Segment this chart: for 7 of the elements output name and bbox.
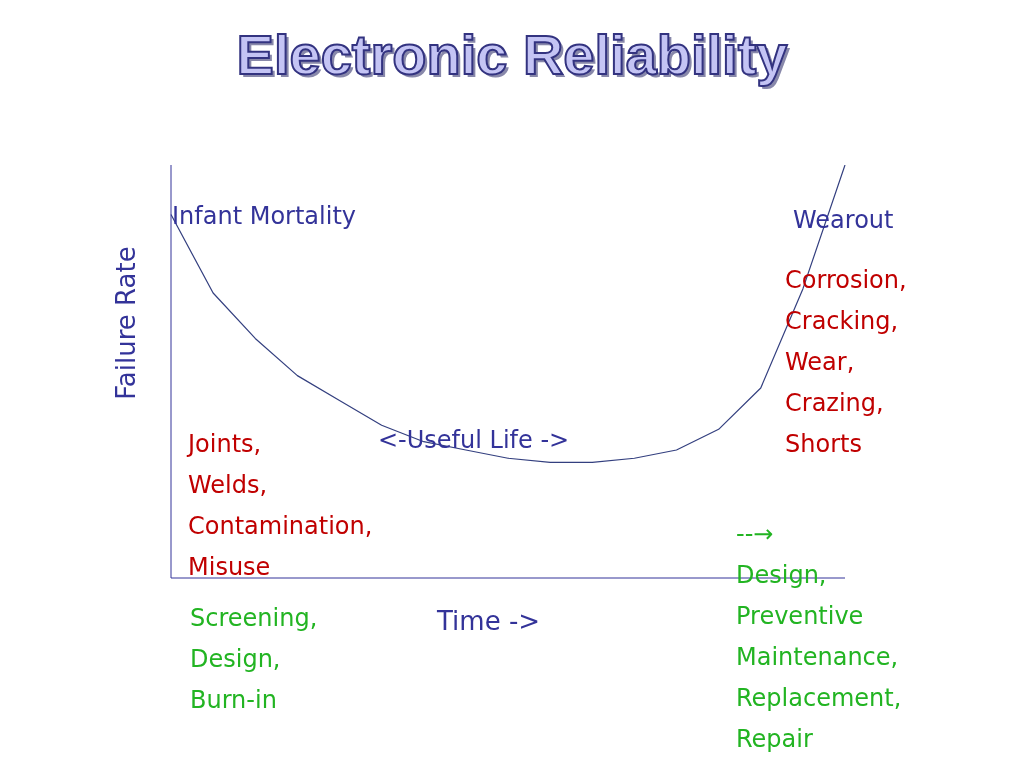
annotation: --→ Design, Preventive Maintenance, Replacement, Repair	[736, 519, 902, 755]
text: Screening, Design, Burn-in	[190, 603, 318, 716]
x-axis-title: Time ->	[437, 606, 541, 636]
annotation: Infant Mortality	[172, 201, 357, 232]
chart-title: Electronic Reliability	[235, 22, 789, 87]
y-axis-title: Failure Rate	[111, 246, 141, 400]
annotation: Joints, Welds, Contamination, Misuse	[188, 429, 373, 583]
